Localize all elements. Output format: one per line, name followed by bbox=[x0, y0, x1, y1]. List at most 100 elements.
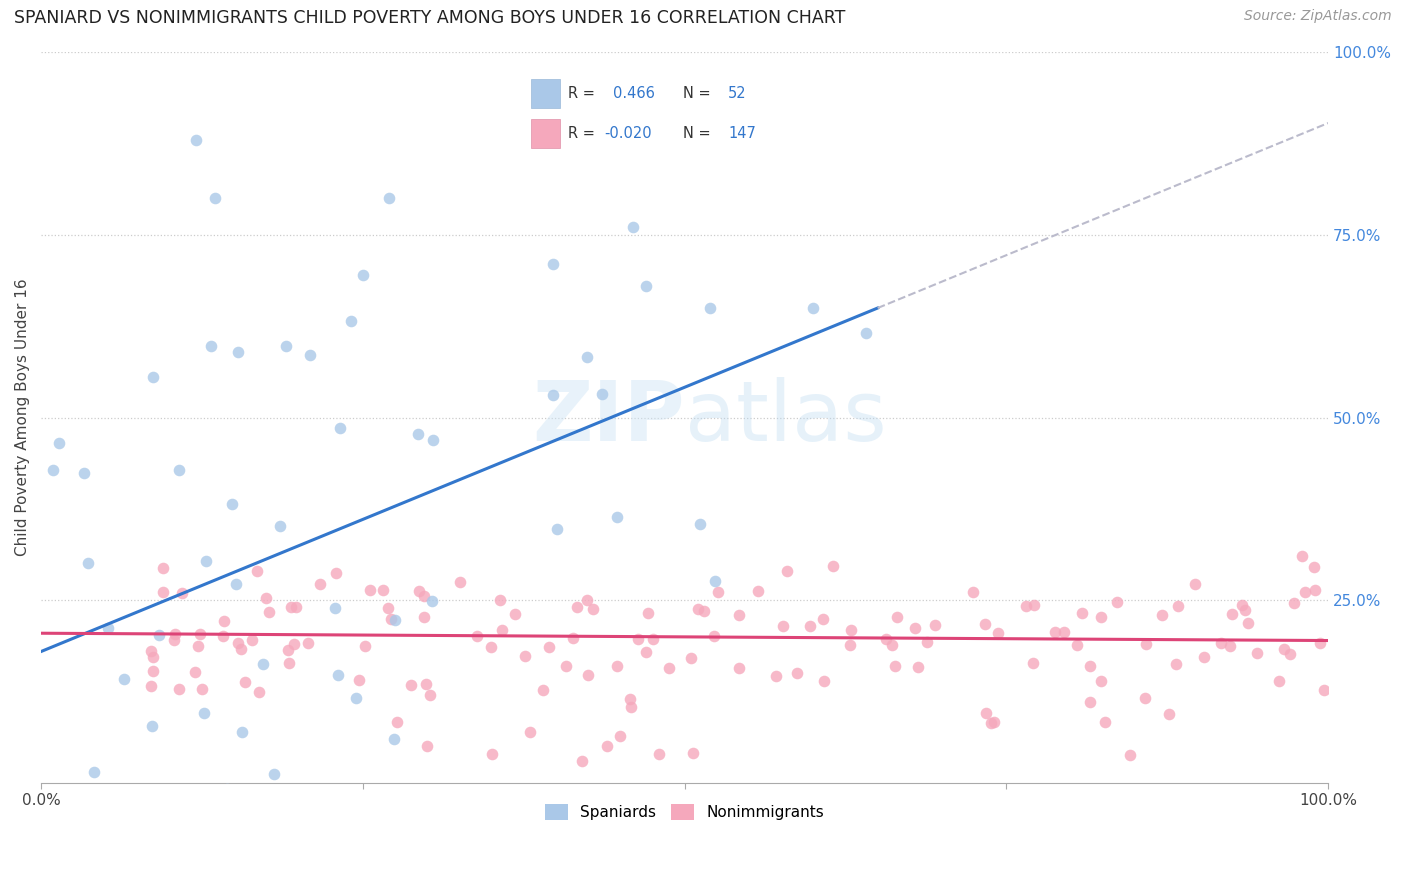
Point bbox=[875, 632, 897, 647]
Point bbox=[620, 700, 643, 714]
Point bbox=[841, 624, 863, 638]
Point bbox=[727, 661, 749, 675]
Point bbox=[420, 594, 443, 608]
Text: Source: ZipAtlas.com: Source: ZipAtlas.com bbox=[1244, 9, 1392, 23]
Point bbox=[541, 388, 564, 402]
Point bbox=[886, 610, 908, 624]
Point bbox=[641, 632, 664, 647]
Point bbox=[884, 659, 907, 673]
Text: SPANIARD VS NONIMMIGRANTS CHILD POVERTY AMONG BOYS UNDER 16 CORRELATION CHART: SPANIARD VS NONIMMIGRANTS CHILD POVERTY … bbox=[14, 9, 845, 27]
Point bbox=[801, 301, 824, 315]
Point bbox=[962, 584, 984, 599]
Point bbox=[1135, 691, 1157, 706]
Point bbox=[1078, 659, 1101, 673]
Point bbox=[562, 631, 585, 645]
Point bbox=[637, 606, 659, 620]
Point bbox=[627, 632, 650, 646]
Point bbox=[1078, 695, 1101, 709]
Point bbox=[619, 691, 641, 706]
Point bbox=[688, 601, 710, 615]
Point bbox=[416, 739, 439, 754]
Point bbox=[813, 674, 835, 689]
Point bbox=[240, 632, 263, 647]
Point bbox=[229, 641, 252, 656]
Text: 52: 52 bbox=[728, 86, 747, 101]
Point bbox=[689, 517, 711, 532]
Point bbox=[406, 427, 429, 442]
Point bbox=[172, 586, 194, 600]
FancyBboxPatch shape bbox=[531, 119, 560, 147]
Point bbox=[231, 725, 253, 739]
Point bbox=[280, 599, 302, 614]
Point bbox=[491, 623, 513, 637]
Point bbox=[413, 610, 436, 624]
Point bbox=[263, 766, 285, 780]
Point bbox=[1167, 599, 1189, 613]
Point bbox=[148, 628, 170, 642]
Point bbox=[141, 719, 163, 733]
Point bbox=[195, 554, 218, 568]
Point bbox=[489, 592, 512, 607]
Text: R =: R = bbox=[568, 126, 595, 141]
Point bbox=[1184, 577, 1206, 591]
Point bbox=[212, 629, 235, 643]
Point bbox=[73, 466, 96, 480]
Point bbox=[513, 648, 536, 663]
Point bbox=[904, 621, 927, 635]
Point bbox=[1022, 656, 1045, 670]
Point bbox=[703, 629, 725, 643]
Point bbox=[679, 651, 702, 665]
Point bbox=[839, 639, 862, 653]
Point bbox=[1192, 650, 1215, 665]
Point bbox=[772, 619, 794, 633]
Point bbox=[184, 665, 207, 680]
Point bbox=[1015, 599, 1038, 614]
Point bbox=[1094, 714, 1116, 729]
Point bbox=[974, 706, 997, 721]
Point bbox=[537, 640, 560, 654]
Point bbox=[139, 643, 162, 657]
Point bbox=[882, 638, 904, 652]
Point bbox=[188, 627, 211, 641]
Point bbox=[163, 633, 186, 648]
Point bbox=[1043, 624, 1066, 639]
Point bbox=[974, 617, 997, 632]
Point bbox=[1220, 607, 1243, 622]
Point bbox=[347, 673, 370, 688]
Point bbox=[1211, 636, 1233, 650]
Point bbox=[152, 585, 174, 599]
Point bbox=[582, 601, 605, 615]
Point bbox=[1282, 596, 1305, 610]
Point bbox=[42, 462, 65, 476]
Point bbox=[1219, 639, 1241, 653]
Point bbox=[541, 257, 564, 271]
Point bbox=[191, 681, 214, 696]
Point bbox=[727, 607, 749, 622]
Point bbox=[415, 677, 437, 691]
Point bbox=[983, 714, 1005, 729]
FancyBboxPatch shape bbox=[531, 79, 560, 108]
Point bbox=[353, 268, 375, 282]
Point bbox=[765, 668, 787, 682]
Point bbox=[1291, 549, 1313, 564]
Text: atlas: atlas bbox=[685, 377, 886, 458]
Point bbox=[1294, 585, 1316, 599]
Point bbox=[142, 665, 165, 679]
Point bbox=[1071, 607, 1094, 621]
Point bbox=[591, 387, 613, 401]
Point bbox=[987, 626, 1010, 640]
Point bbox=[277, 642, 299, 657]
Point bbox=[167, 463, 190, 477]
Point bbox=[799, 619, 821, 633]
Point bbox=[924, 618, 946, 632]
Point bbox=[915, 635, 938, 649]
Point bbox=[252, 657, 274, 671]
Point bbox=[1150, 607, 1173, 622]
Text: N =: N = bbox=[683, 126, 711, 141]
Point bbox=[813, 612, 835, 626]
Point bbox=[565, 599, 588, 614]
Point bbox=[1157, 707, 1180, 722]
Point bbox=[112, 672, 135, 686]
Point bbox=[1246, 647, 1268, 661]
Point bbox=[1303, 582, 1326, 597]
